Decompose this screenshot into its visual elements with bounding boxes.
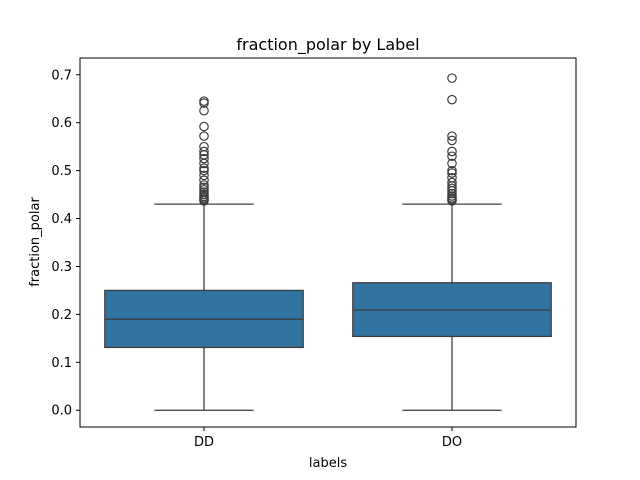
y-tick-label: 0.0	[51, 404, 72, 419]
y-tick-label: 0.7	[51, 68, 72, 83]
y-tick-label: 0.2	[51, 308, 72, 323]
outlier-point	[199, 189, 209, 200]
y-tick-label: 0.4	[51, 212, 72, 227]
outlier-point	[447, 73, 457, 83]
outlier-point	[447, 191, 457, 201]
chart-title: fraction_polar by Label	[236, 35, 419, 55]
outlier-point	[199, 141, 209, 152]
outlier-point	[447, 146, 457, 157]
outlier-point	[199, 187, 209, 197]
outlier-point	[199, 153, 209, 164]
outlier-point	[447, 135, 457, 146]
outlier-point	[447, 94, 457, 105]
x-axis-label: labels	[309, 456, 347, 471]
outlier-point	[199, 163, 209, 174]
y-axis-label: fraction_polar	[28, 197, 43, 287]
outlier-point	[199, 180, 209, 190]
outlier-point	[199, 146, 209, 157]
y-tick-label: 0.1	[51, 356, 72, 371]
outlier-point	[447, 131, 457, 141]
outlier-point	[199, 175, 209, 186]
y-tick-label: 0.6	[51, 116, 72, 131]
outlier-point	[447, 183, 457, 194]
outlier-point	[447, 173, 457, 183]
outlier-point	[447, 165, 457, 176]
outlier-point	[199, 184, 209, 195]
outlier-point	[199, 131, 209, 141]
outlier-point	[447, 158, 457, 169]
plot-area: 0.0 0.1 0.2 0.3 0.4 0.5 0.6 0.7 DD DO	[51, 57, 577, 450]
outlier-point	[199, 165, 209, 176]
x-tick-label: DO	[442, 435, 462, 450]
outlier-point	[447, 168, 457, 178]
plot-frame	[79, 57, 577, 428]
outlier-point	[199, 170, 209, 181]
outlier-point	[447, 151, 457, 162]
outlier-point	[447, 188, 457, 199]
y-tick-label: 0.3	[51, 260, 72, 275]
y-tick-label: 0.5	[51, 164, 72, 179]
x-tick-label: DD	[194, 435, 214, 450]
outlier-point	[199, 121, 209, 132]
outlier-point	[199, 96, 209, 106]
outlier-point	[447, 177, 457, 188]
outlier-point	[199, 105, 209, 116]
outlier-point	[199, 182, 209, 193]
